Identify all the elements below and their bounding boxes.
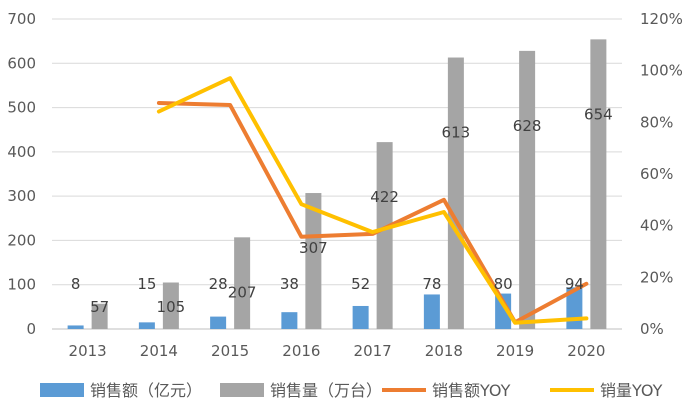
y-right-tick-label: 0%	[640, 320, 664, 338]
x-tick-label: 2015	[211, 342, 249, 360]
y-right-tick-label: 60%	[640, 165, 673, 183]
y-left-tick-label: 100	[7, 276, 36, 294]
x-axis: 2013 2014 2015 2016 2017 2018 2019 2020	[69, 342, 606, 360]
x-tick-label: 2019	[496, 342, 534, 360]
sales-amount-bar	[352, 305, 369, 329]
sales-volume-data-label: 207	[228, 283, 257, 301]
sales-volume-bar	[447, 57, 464, 330]
sales-volume-bar	[519, 50, 536, 330]
legend-swatch	[220, 383, 264, 397]
x-tick-label: 2013	[69, 342, 107, 360]
y-left-tick-label: 300	[7, 187, 36, 205]
gridlines	[52, 18, 622, 330]
sales-volume-data-label: 105	[157, 298, 186, 316]
sales-volume-data-label: 422	[370, 188, 399, 206]
line-series	[156, 76, 589, 325]
sales-volume-bar	[162, 282, 179, 329]
y-right-tick-label: 20%	[640, 268, 673, 286]
sales-volume-bar	[590, 39, 607, 329]
sales-volume-bar	[305, 193, 322, 329]
bar-series	[67, 39, 607, 330]
y-right-tick-label: 100%	[640, 62, 683, 80]
sales-volume-data-label: 628	[513, 117, 542, 135]
sales-volume-yoy-line	[156, 76, 589, 325]
legend-label: 销售额YOY	[432, 381, 511, 400]
y-right-tick-label: 40%	[640, 217, 673, 235]
sales-amount-data-label: 28	[209, 275, 228, 293]
sales-volume-data-label: 654	[584, 105, 613, 123]
sales-amount-bar	[495, 293, 512, 329]
sales-amount-bar	[281, 312, 298, 329]
y-left-tick-label: 400	[7, 143, 36, 161]
sales-amount-data-label: 8	[71, 275, 81, 293]
y-left-tick-label: 700	[7, 10, 36, 28]
sales-volume-data-label: 613	[442, 124, 471, 142]
legend-label: 销售额（亿元）	[90, 381, 202, 400]
y-left-tick-label: 500	[7, 99, 36, 117]
sales-amount-data-label: 80	[494, 275, 513, 293]
y-left-tick-label: 0	[26, 320, 36, 338]
x-tick-label: 2016	[282, 342, 320, 360]
y-axis-left: 0 100 200 300 400 500 600 700	[7, 10, 36, 338]
y-right-tick-label: 80%	[640, 113, 673, 131]
x-tick-label: 2020	[567, 342, 605, 360]
y-left-tick-label: 200	[7, 231, 36, 249]
sales-volume-bar	[91, 303, 108, 329]
sales-amount-data-label: 94	[565, 275, 584, 293]
sales-volume-bar	[376, 142, 393, 329]
sales-amount-bar	[138, 322, 155, 329]
x-tick-label: 2018	[425, 342, 463, 360]
y-axis-right: 0% 20% 40% 60% 80% 100% 120%	[640, 10, 683, 338]
sales-amount-bar	[210, 316, 227, 329]
sales-volume-bar	[234, 237, 251, 329]
legend-label: 销售量（万台）	[270, 381, 382, 400]
sales-amount-data-label: 38	[280, 275, 299, 293]
sales-amount-bar	[423, 294, 440, 329]
sales-volume-data-label: 307	[299, 239, 328, 257]
sales-amount-bar	[67, 325, 84, 329]
x-tick-label: 2014	[140, 342, 178, 360]
sales-volume-data-label: 57	[90, 298, 109, 316]
y-right-tick-label: 120%	[640, 10, 683, 28]
sales-amount-data-label: 52	[351, 275, 370, 293]
y-left-tick-label: 600	[7, 54, 36, 72]
legend-swatch	[40, 383, 84, 397]
legend-label: 销量YOY	[600, 381, 663, 400]
sales-amount-data-label: 78	[422, 275, 441, 293]
sales-amount-data-label: 15	[137, 275, 156, 293]
x-tick-label: 2017	[354, 342, 392, 360]
legend: 销售额（亿元） 销售量（万台） 销售额YOY 销量YOY	[40, 381, 663, 400]
